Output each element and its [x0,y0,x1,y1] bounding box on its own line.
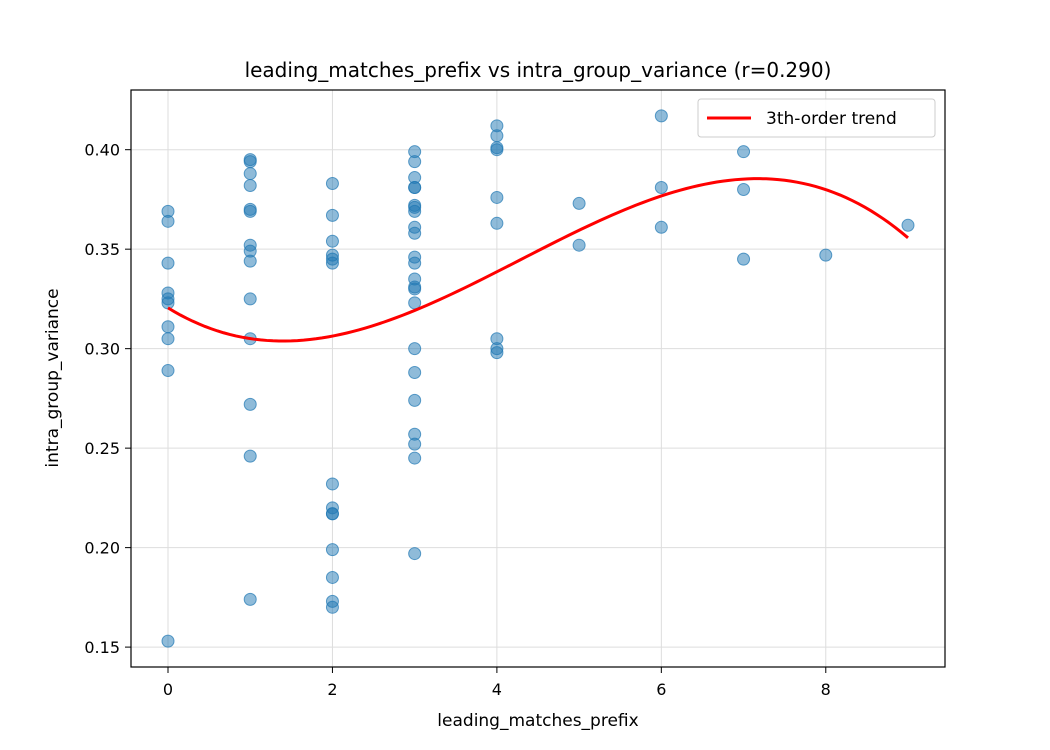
data-point [161,364,175,378]
y-tick-label: 0.15 [84,638,120,657]
data-point [243,397,257,411]
data-point [161,320,175,334]
chart-title: leading_matches_prefix vs intra_group_va… [245,58,832,82]
data-point [490,346,504,360]
data-point [901,218,915,232]
y-tick-label: 0.40 [84,141,120,160]
data-point [490,190,504,204]
data-point [243,155,257,169]
trend-line-layer [167,177,909,343]
data-point [408,155,422,169]
data-point [243,254,257,268]
data-point [408,547,422,561]
data-point [161,634,175,648]
x-tick-label: 8 [821,680,831,699]
data-point [408,451,422,465]
y-axis-ticks: 0.15 0.20 0.25 0.30 0.35 0.40 [84,141,131,657]
x-axis-label: leading_matches_prefix [437,711,638,731]
plot-area-frame [130,89,946,668]
data-point [408,366,422,380]
data-point [490,216,504,230]
x-tick-label: 6 [656,680,666,699]
y-tick-label: 0.25 [84,439,120,458]
data-point [819,248,833,262]
scatter-points [161,109,915,648]
data-point [654,109,668,123]
data-point [161,296,175,310]
data-point [325,600,339,614]
data-point [408,180,422,194]
data-point [325,570,339,584]
data-point [161,214,175,228]
data-point [408,282,422,296]
data-point [243,167,257,181]
data-point [161,256,175,270]
x-axis-ticks: 0 2 4 6 8 [163,667,831,699]
data-point [490,143,504,157]
data-point [490,129,504,143]
legend: 3th-order trend [697,98,936,138]
data-point [325,208,339,222]
data-point [161,332,175,346]
data-point [243,292,257,306]
x-tick-label: 2 [327,680,337,699]
y-tick-label: 0.30 [84,340,120,359]
y-axis-label: intra_group_variance [43,288,63,467]
data-point [325,177,339,191]
data-point [243,592,257,606]
data-point [408,204,422,218]
data-point [325,256,339,270]
data-point [408,256,422,270]
data-point [737,145,751,159]
data-point [325,477,339,491]
data-point [408,226,422,240]
data-point [243,204,257,218]
data-point [654,180,668,194]
data-point [325,507,339,521]
data-point [408,437,422,451]
y-tick-label: 0.20 [84,539,120,558]
data-point [325,234,339,248]
legend-trend-label: 3th-order trend [766,109,897,129]
data-point [737,252,751,266]
x-tick-label: 0 [163,680,173,699]
x-tick-label: 4 [492,680,502,699]
data-point [325,543,339,557]
data-point [572,238,586,252]
data-point [408,342,422,356]
data-point [408,393,422,407]
data-point [243,449,257,463]
data-point [654,220,668,234]
y-tick-label: 0.35 [84,240,120,259]
data-point [572,196,586,210]
trend-line [167,177,909,343]
data-point [243,179,257,193]
data-point [737,182,751,196]
legend-box [697,98,936,138]
